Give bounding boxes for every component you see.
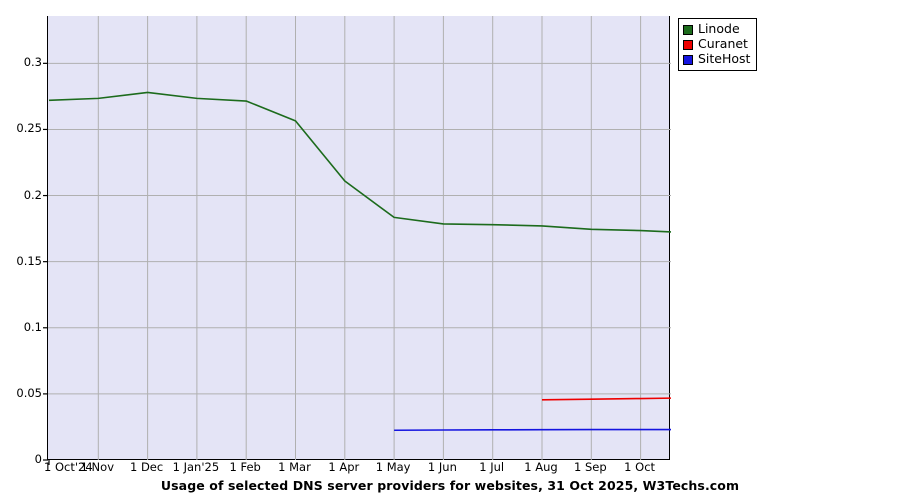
y-axis-tick-label: 0.05 — [16, 385, 42, 400]
x-axis-tick-label: 1 Jan'25 — [172, 460, 220, 474]
chart-legend: Linode Curanet SiteHost — [678, 18, 758, 71]
x-axis-tick-label: 1 Oct — [624, 460, 656, 474]
x-axis-tick-label: 1 Sep — [573, 460, 607, 474]
x-axis-tick-label: 1 May — [375, 460, 411, 474]
legend-swatch-icon — [683, 24, 693, 35]
series-line-sitehost — [394, 428, 671, 432]
series-line-linode — [48, 91, 672, 233]
legend-label: Curanet — [698, 36, 748, 52]
x-axis-tick-label: 1 Feb — [229, 460, 261, 474]
legend-swatch-icon — [683, 54, 693, 65]
gridlines — [43, 16, 671, 465]
legend-item-sitehost[interactable]: SiteHost — [683, 52, 750, 67]
y-axis-labels: 0 0.05 0.1 0.15 0.2 0.25 0.3 — [0, 0, 42, 500]
series-line-curanet — [541, 397, 672, 401]
x-axis-labels: 1 Oct'24 1 Nov 1 Dec 1 Jan'25 1 Feb 1 Mar 1 Ap… — [0, 460, 900, 480]
x-axis-tick-label: 1 Nov — [80, 460, 115, 474]
x-axis-tick-label: 1 Dec — [129, 460, 164, 474]
legend-item-linode[interactable]: Linode — [683, 22, 750, 37]
y-axis-tick-label: 0.25 — [16, 121, 42, 136]
legend-item-curanet[interactable]: Curanet — [683, 37, 750, 52]
x-axis-tick-label: 1 Mar — [278, 460, 311, 474]
legend-label: Linode — [698, 21, 740, 37]
y-axis-tick-label: 0.15 — [16, 253, 42, 268]
data-series-layer — [48, 91, 672, 432]
x-axis-tick-label: 1 Jun — [427, 460, 457, 474]
y-axis-tick-label: 0.1 — [23, 319, 42, 334]
y-axis-tick-label: 0.2 — [23, 187, 42, 202]
x-axis-tick-label: 1 Aug — [524, 460, 558, 474]
plot-area — [43, 16, 672, 465]
legend-label: SiteHost — [698, 51, 751, 67]
legend-swatch-icon — [683, 39, 693, 50]
chart-caption: Usage of selected DNS server providers f… — [160, 478, 740, 493]
y-axis-tick-label: 0 — [34, 452, 42, 466]
x-axis-tick-label: 1 Oct'24 — [44, 460, 93, 474]
x-axis-tick-label: 1 Apr — [328, 460, 360, 474]
x-axis-tick-label: 1 Jul — [479, 460, 505, 474]
y-axis-tick-label: 0.3 — [23, 55, 42, 70]
